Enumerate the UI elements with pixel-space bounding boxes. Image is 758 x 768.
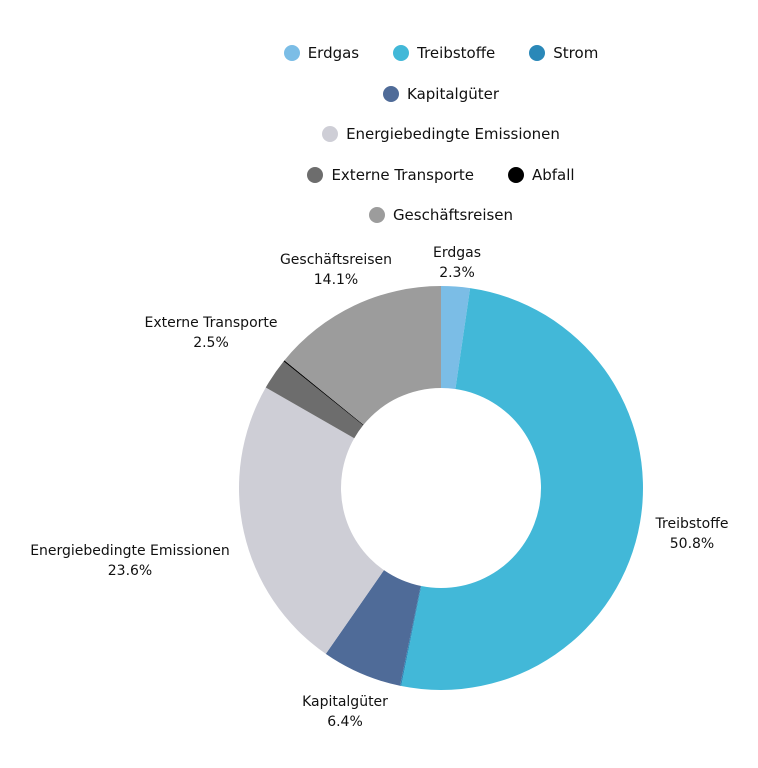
legend-item[interactable]: Strom: [529, 40, 598, 66]
legend-swatch-icon: [383, 85, 399, 102]
data-label-value: 14.1%: [314, 272, 358, 288]
slice-abfall[interactable]: [283, 360, 364, 426]
legend-row: Energiebedingte Emissionen: [0, 121, 758, 162]
legend-swatch-icon: [368, 207, 385, 223]
slice-strom[interactable]: [399, 585, 422, 687]
data-label-name: Externe Transporte: [145, 315, 278, 331]
legend-item[interactable]: Abfall: [507, 162, 575, 188]
data-label-value: 23.6%: [108, 563, 152, 579]
legend-swatch-icon: [393, 45, 410, 61]
legend-row: Kapitalgüter: [0, 81, 758, 122]
data-label-name: Kapitalgüter: [302, 694, 388, 710]
slice-treibstoffe[interactable]: [401, 288, 644, 691]
legend-label: Energiebedingte Emissionen: [346, 125, 560, 143]
chart-legend: Erdgas Treibstoffe Strom Kapitalgüter Energi…: [0, 40, 758, 243]
legend-swatch-icon: [507, 166, 524, 183]
data-label-name: Geschäftsreisen: [280, 252, 392, 268]
data-label-name: Treibstoffe: [655, 516, 729, 532]
data-label-name: Erdgas: [433, 245, 481, 261]
legend-row: Geschäftsreisen: [0, 202, 758, 243]
legend-row: Externe Transporte Abfall: [0, 162, 758, 203]
legend-item[interactable]: Treibstoffe: [393, 40, 495, 66]
legend-swatch-icon: [283, 45, 300, 61]
legend-swatch-icon: [307, 166, 324, 183]
legend-item[interactable]: Energiebedingte Emissionen: [322, 121, 560, 147]
legend-item[interactable]: Geschäftsreisen: [368, 202, 514, 228]
data-label-name: Energiebedingte Emissionen: [30, 543, 230, 559]
legend-label: Treibstoffe: [417, 44, 496, 62]
legend-label: Erdgas: [307, 44, 360, 62]
legend-item[interactable]: Erdgas: [283, 40, 360, 66]
legend-swatch-icon: [529, 45, 546, 61]
legend-label: Kapitalgüter: [407, 84, 499, 103]
legend-label: Geschäftsreisen: [392, 206, 514, 224]
data-label-value: 50.8%: [670, 536, 714, 552]
legend-item[interactable]: Kapitalgüter: [383, 81, 499, 107]
slice-energiebedingte-emissionen[interactable]: [239, 387, 384, 654]
slice-erdgas[interactable]: [441, 286, 471, 390]
slice-kapitalg-ter[interactable]: [325, 570, 421, 686]
legend-item[interactable]: Externe Transporte: [307, 162, 474, 188]
legend-label: Abfall: [531, 165, 575, 184]
legend-swatch-icon: [322, 126, 339, 142]
slice-externe-transporte[interactable]: [265, 361, 364, 439]
data-label-value: 2.3%: [439, 265, 475, 281]
data-label-value: 6.4%: [327, 714, 363, 730]
legend-row: Erdgas Treibstoffe Strom: [0, 40, 758, 81]
slice-gesch-ftsreisen[interactable]: [284, 286, 441, 425]
data-label-value: 2.5%: [193, 335, 229, 351]
legend-label: Strom: [553, 44, 599, 62]
legend-label: Externe Transporte: [331, 165, 474, 184]
